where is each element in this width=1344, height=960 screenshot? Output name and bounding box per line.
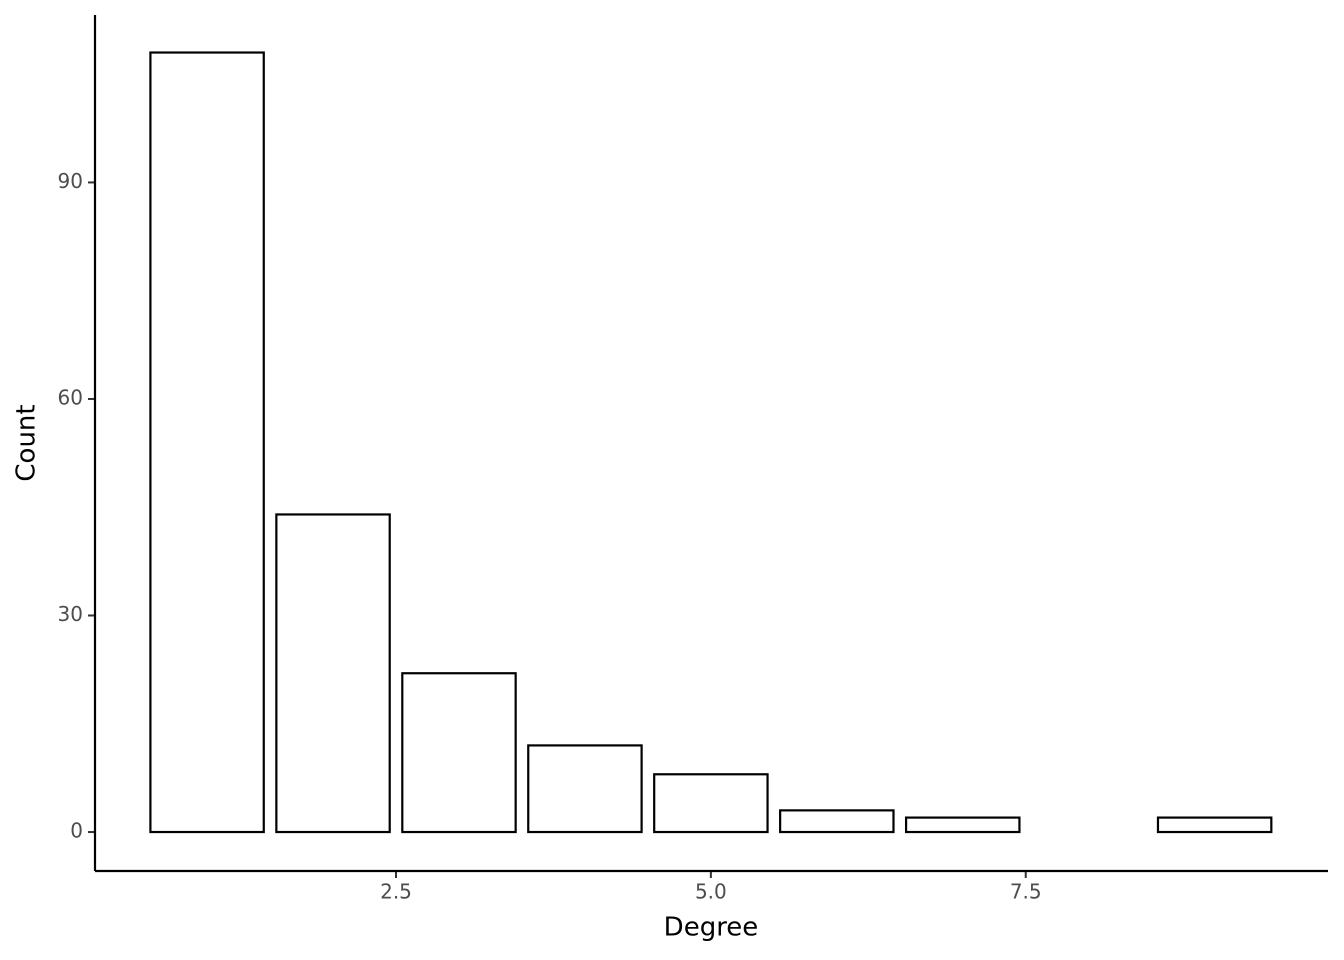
x-tick-label: 2.5: [380, 880, 412, 904]
bar: [779, 809, 895, 834]
y-tick-label: 90: [58, 169, 83, 193]
bar: [275, 513, 391, 834]
x-tick-label: 5.0: [695, 880, 727, 904]
y-tick-label: 0: [70, 819, 83, 843]
bar: [527, 744, 643, 834]
bar: [653, 773, 769, 834]
bar: [401, 672, 517, 834]
y-tick-label: 30: [58, 602, 83, 626]
x-tick-label: 7.5: [1010, 880, 1042, 904]
bar: [149, 51, 265, 834]
bar: [904, 816, 1021, 834]
bar: [1156, 816, 1273, 834]
x-axis-title: Degree: [664, 913, 759, 943]
y-axis-title: Count: [12, 404, 42, 481]
y-tick-label: 60: [58, 385, 83, 409]
